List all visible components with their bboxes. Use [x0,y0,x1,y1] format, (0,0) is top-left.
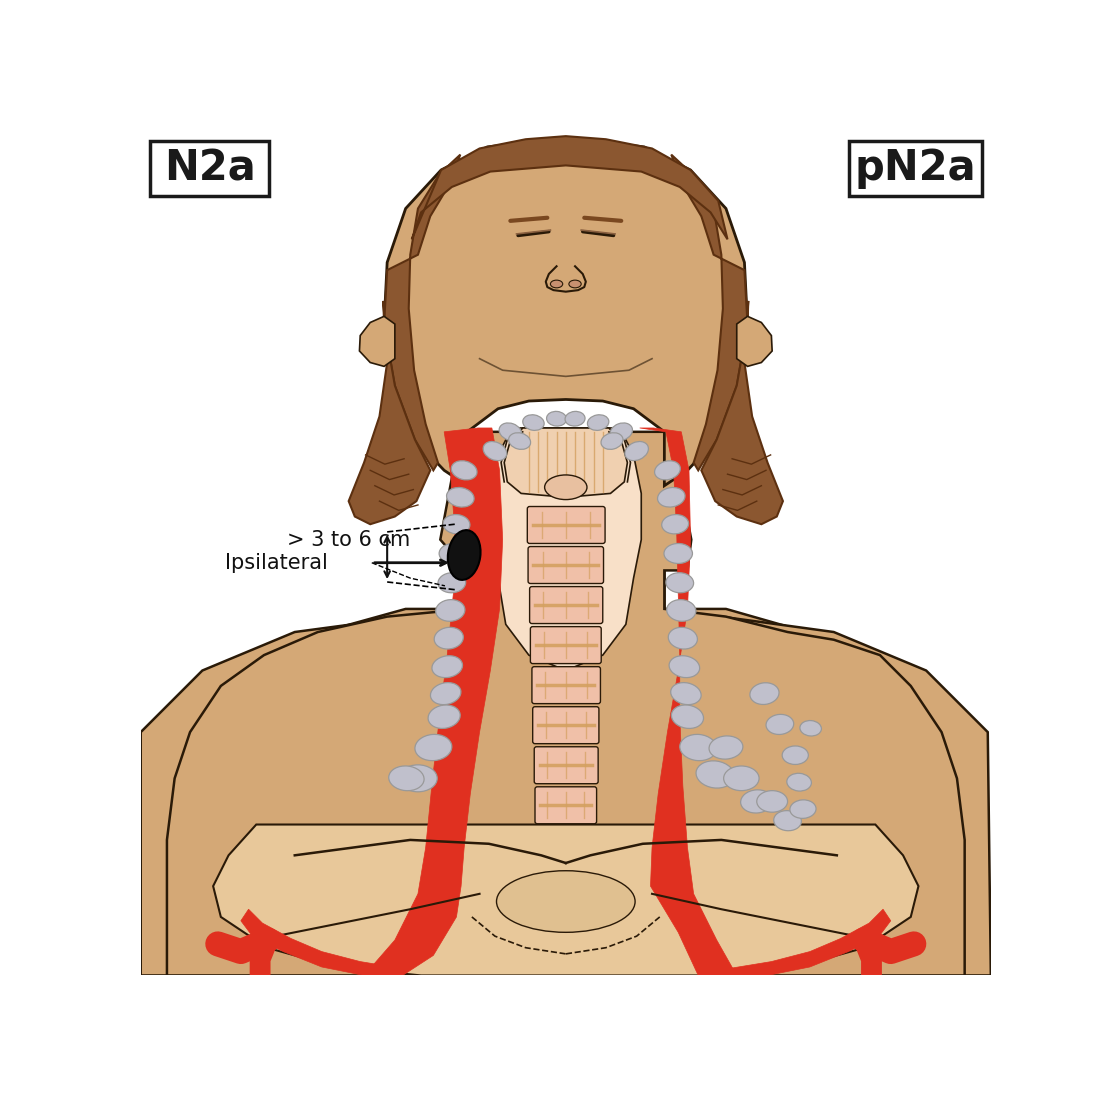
Ellipse shape [428,705,460,729]
Ellipse shape [509,433,531,449]
Polygon shape [384,138,747,486]
Ellipse shape [565,411,585,426]
Ellipse shape [431,683,460,705]
Ellipse shape [544,475,587,500]
Ellipse shape [611,423,633,441]
Ellipse shape [723,766,760,790]
Polygon shape [241,910,403,975]
Ellipse shape [766,715,794,734]
FancyBboxPatch shape [849,140,981,196]
Ellipse shape [499,423,521,441]
FancyBboxPatch shape [535,787,596,824]
Ellipse shape [668,627,698,649]
Text: > 3 to 6 cm: > 3 to 6 cm [287,529,411,549]
Polygon shape [490,427,641,671]
Ellipse shape [497,870,635,933]
Polygon shape [364,427,502,975]
Ellipse shape [389,766,424,790]
FancyBboxPatch shape [530,627,602,663]
Ellipse shape [399,765,437,791]
Ellipse shape [669,655,700,677]
Text: N2a: N2a [164,148,256,190]
Ellipse shape [789,800,816,819]
Ellipse shape [667,600,696,621]
Text: pN2a: pN2a [854,148,976,190]
Ellipse shape [448,530,480,580]
Ellipse shape [756,790,787,812]
Polygon shape [384,155,460,470]
Ellipse shape [655,460,680,480]
Ellipse shape [551,281,563,288]
Ellipse shape [601,433,623,449]
Text: Ipsilateral: Ipsilateral [225,552,328,573]
Ellipse shape [750,683,779,705]
Ellipse shape [569,281,581,288]
FancyBboxPatch shape [534,746,598,784]
Ellipse shape [666,573,693,593]
Ellipse shape [696,761,734,788]
Ellipse shape [439,544,468,563]
Ellipse shape [436,600,465,621]
Ellipse shape [774,811,802,831]
Ellipse shape [523,414,544,431]
Polygon shape [671,155,747,470]
Polygon shape [349,301,431,524]
Ellipse shape [800,720,821,737]
Ellipse shape [741,790,773,813]
Ellipse shape [782,746,808,765]
Ellipse shape [680,734,716,761]
Polygon shape [360,317,395,366]
Polygon shape [213,824,919,975]
Polygon shape [701,301,783,524]
Ellipse shape [664,544,692,563]
Ellipse shape [484,442,507,460]
FancyBboxPatch shape [532,666,601,704]
Polygon shape [174,570,957,975]
Ellipse shape [671,705,703,729]
Polygon shape [729,910,891,975]
Polygon shape [736,317,772,366]
FancyBboxPatch shape [528,547,604,583]
Ellipse shape [787,774,811,791]
Polygon shape [167,432,965,975]
Ellipse shape [661,514,689,534]
FancyBboxPatch shape [150,140,269,196]
Ellipse shape [415,734,452,761]
Ellipse shape [443,514,470,534]
Ellipse shape [434,627,464,649]
Polygon shape [412,136,728,239]
Polygon shape [639,427,736,975]
Ellipse shape [452,460,477,480]
Ellipse shape [671,683,701,705]
Ellipse shape [432,655,463,677]
FancyBboxPatch shape [530,586,603,624]
Ellipse shape [446,488,474,507]
FancyBboxPatch shape [528,506,605,544]
Ellipse shape [709,735,743,760]
Ellipse shape [546,411,566,426]
Ellipse shape [658,488,686,507]
Polygon shape [141,570,991,975]
Ellipse shape [625,442,648,460]
Polygon shape [505,427,627,498]
Ellipse shape [438,573,466,593]
FancyBboxPatch shape [533,707,598,744]
Ellipse shape [587,414,608,431]
